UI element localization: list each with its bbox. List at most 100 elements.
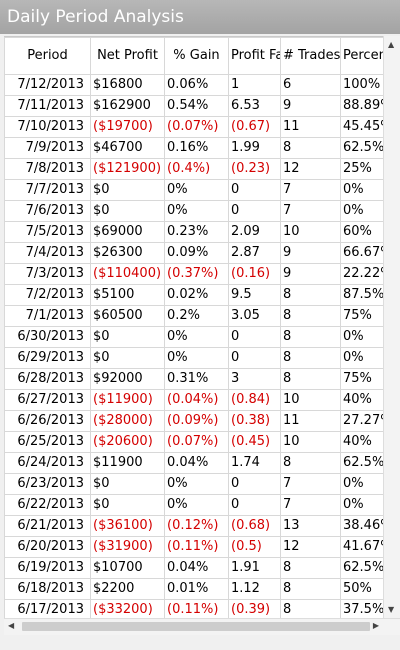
gain-cell: 0% <box>164 326 229 348</box>
period-cell: 6/21/2013 <box>4 515 91 537</box>
gain-cell: 0.01% <box>164 578 229 600</box>
horizontal-scroll-thumb[interactable] <box>22 622 370 631</box>
table-row[interactable]: 7/2/2013 $5100 0.02% 9.5 8 87.5% <box>4 284 400 306</box>
table-row[interactable]: 6/21/2013 ($36100) (0.12%) (0.68) 13 38.46% <box>4 515 400 537</box>
table-row[interactable]: 6/23/2013 $0 0% 0 7 0% <box>4 473 400 495</box>
trades-cell: 10 <box>280 431 341 453</box>
table-row[interactable]: 7/9/2013 $46700 0.16% 1.99 8 62.5% <box>4 137 400 159</box>
net-profit-cell: ($19700) <box>90 116 165 138</box>
column-header-net-profit[interactable]: Net Profit <box>90 37 165 75</box>
profit-factor-cell: 0 <box>228 326 281 348</box>
table-row[interactable]: 7/1/2013 $60500 0.2% 3.05 8 75% <box>4 305 400 327</box>
trades-cell: 10 <box>280 389 341 411</box>
period-cell: 6/19/2013 <box>4 557 91 579</box>
down-arrow-icon[interactable]: ▼ <box>388 605 395 614</box>
period-cell: 7/1/2013 <box>4 305 91 327</box>
profit-factor-cell: (0.16) <box>228 263 281 285</box>
trades-cell: 6 <box>280 74 341 96</box>
table-row[interactable]: 7/3/2013 ($110400) (0.37%) (0.16) 9 22.22% <box>4 263 400 285</box>
trades-cell: 9 <box>280 263 341 285</box>
table-row[interactable]: 6/28/2013 $92000 0.31% 3 8 75% <box>4 368 400 390</box>
table-row[interactable]: 7/8/2013 ($121900) (0.4%) (0.23) 12 25% <box>4 158 400 180</box>
table-row[interactable]: 6/19/2013 $10700 0.04% 1.91 8 62.5% <box>4 557 400 579</box>
column-header-trades[interactable]: # Trades <box>280 37 341 75</box>
gain-cell: 0.54% <box>164 95 229 117</box>
profit-factor-cell: (0.5) <box>228 536 281 558</box>
gain-cell: 0.09% <box>164 242 229 264</box>
net-profit-cell: ($121900) <box>90 158 165 180</box>
gain-cell: 0% <box>164 473 229 495</box>
period-cell: 7/4/2013 <box>4 242 91 264</box>
period-cell: 7/12/2013 <box>4 74 91 96</box>
vertical-scrollbar[interactable]: ▲ ▼ <box>383 36 400 618</box>
profit-factor-cell: 2.87 <box>228 242 281 264</box>
table-row[interactable]: 7/12/2013 $16800 0.06% 1 6 100% <box>4 74 400 96</box>
net-profit-cell: $11900 <box>90 452 165 474</box>
gain-cell: (0.12%) <box>164 515 229 537</box>
table-row[interactable]: 6/24/2013 $11900 0.04% 1.74 8 62.5% <box>4 452 400 474</box>
net-profit-cell: $60500 <box>90 305 165 327</box>
column-header-profit-factor[interactable]: Profit Factor <box>228 37 281 75</box>
period-cell: 6/27/2013 <box>4 389 91 411</box>
right-arrow-icon[interactable]: ▶ <box>372 621 379 630</box>
table-row[interactable]: 6/26/2013 ($28000) (0.09%) (0.38) 11 27.27% <box>4 410 400 432</box>
net-profit-cell: $10700 <box>90 557 165 579</box>
data-grid[interactable]: Period Net Profit % Gain Profit Factor #… <box>4 36 400 619</box>
period-table: Period Net Profit % Gain Profit Factor #… <box>4 37 400 619</box>
period-cell: 6/28/2013 <box>4 368 91 390</box>
period-cell: 6/23/2013 <box>4 473 91 495</box>
profit-factor-cell: 0 <box>228 347 281 369</box>
trades-cell: 8 <box>280 347 341 369</box>
gain-cell: 0.06% <box>164 74 229 96</box>
period-cell: 6/20/2013 <box>4 536 91 558</box>
trades-cell: 7 <box>280 200 341 222</box>
period-cell: 7/7/2013 <box>4 179 91 201</box>
table-row[interactable]: 7/11/2013 $162900 0.54% 6.53 9 88.89% <box>4 95 400 117</box>
trades-cell: 8 <box>280 305 341 327</box>
net-profit-cell: ($36100) <box>90 515 165 537</box>
gain-cell: (0.09%) <box>164 410 229 432</box>
trades-cell: 11 <box>280 410 341 432</box>
net-profit-cell: $0 <box>90 326 165 348</box>
header-row: Period Net Profit % Gain Profit Factor #… <box>4 37 400 75</box>
net-profit-cell: $5100 <box>90 284 165 306</box>
table-row[interactable]: 6/30/2013 $0 0% 0 8 0% <box>4 326 400 348</box>
period-cell: 7/3/2013 <box>4 263 91 285</box>
profit-factor-cell: 1.12 <box>228 578 281 600</box>
period-cell: 7/10/2013 <box>4 116 91 138</box>
table-row[interactable]: 7/7/2013 $0 0% 0 7 0% <box>4 179 400 201</box>
net-profit-cell: $162900 <box>90 95 165 117</box>
profit-factor-cell: (0.39) <box>228 599 281 619</box>
column-header-period[interactable]: Period <box>4 37 91 75</box>
table-row[interactable]: 6/27/2013 ($11900) (0.04%) (0.84) 10 40% <box>4 389 400 411</box>
table-row[interactable]: 6/18/2013 $2200 0.01% 1.12 8 50% <box>4 578 400 600</box>
up-arrow-icon[interactable]: ▲ <box>388 40 395 49</box>
horizontal-scrollbar[interactable]: ◀ ▶ <box>4 618 400 635</box>
table-row[interactable]: 6/17/2013 ($33200) (0.11%) (0.39) 8 37.5% <box>4 599 400 619</box>
period-cell: 7/5/2013 <box>4 221 91 243</box>
profit-factor-cell: (0.23) <box>228 158 281 180</box>
profit-factor-cell: 1.74 <box>228 452 281 474</box>
left-arrow-icon[interactable]: ◀ <box>8 621 15 630</box>
table-row[interactable]: 7/4/2013 $26300 0.09% 2.87 9 66.67% <box>4 242 400 264</box>
profit-factor-cell: 1.91 <box>228 557 281 579</box>
table-row[interactable]: 7/5/2013 $69000 0.23% 2.09 10 60% <box>4 221 400 243</box>
net-profit-cell: $2200 <box>90 578 165 600</box>
gain-cell: 0.23% <box>164 221 229 243</box>
gain-cell: 0% <box>164 179 229 201</box>
period-cell: 6/26/2013 <box>4 410 91 432</box>
net-profit-cell: $92000 <box>90 368 165 390</box>
table-row[interactable]: 7/10/2013 ($19700) (0.07%) (0.67) 11 45.45% <box>4 116 400 138</box>
trades-cell: 7 <box>280 179 341 201</box>
trades-cell: 12 <box>280 536 341 558</box>
table-row[interactable]: 6/22/2013 $0 0% 0 7 0% <box>4 494 400 516</box>
table-row[interactable]: 6/20/2013 ($31900) (0.11%) (0.5) 12 41.67% <box>4 536 400 558</box>
net-profit-cell: ($33200) <box>90 599 165 619</box>
net-profit-cell: $0 <box>90 494 165 516</box>
gain-cell: 0.31% <box>164 368 229 390</box>
period-cell: 6/30/2013 <box>4 326 91 348</box>
table-row[interactable]: 6/29/2013 $0 0% 0 8 0% <box>4 347 400 369</box>
column-header-gain[interactable]: % Gain <box>164 37 229 75</box>
table-row[interactable]: 7/6/2013 $0 0% 0 7 0% <box>4 200 400 222</box>
table-row[interactable]: 6/25/2013 ($20600) (0.07%) (0.45) 10 40% <box>4 431 400 453</box>
